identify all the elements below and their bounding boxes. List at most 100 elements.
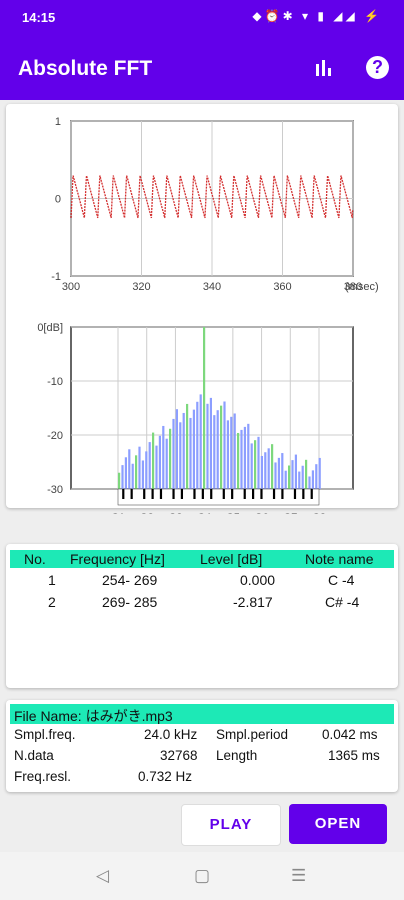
spectrum-bar: [213, 415, 216, 489]
piano-key: [231, 489, 234, 499]
open-button[interactable]: OPEN: [289, 804, 387, 844]
row-level: -2.817: [233, 594, 273, 610]
spectrum-bar: [250, 443, 253, 489]
spectrum-bar: [220, 405, 223, 489]
spectrum-bar: [182, 412, 185, 489]
header-frequency: Frequency [Hz]: [70, 551, 165, 567]
spectrum-bar: [203, 327, 206, 489]
spectrum-bar: [169, 428, 172, 489]
row-no: 2: [48, 594, 56, 610]
x-tick-label: 300: [62, 281, 80, 293]
spectrum-bar: [186, 403, 189, 489]
bar-chart-icon[interactable]: [313, 58, 335, 78]
piano-key: [122, 489, 125, 499]
spectrum-bar: [189, 417, 192, 489]
spectrum-chart: 0[dB] -10 -20 -30 C1 C2 C3 C4 C5 C6 C7 C8: [37, 322, 354, 514]
note-tick-label: C8: [312, 512, 326, 514]
peak-table: No. Frequency [Hz] Level [dB] Note name …: [6, 544, 398, 688]
spectrum-bar: [192, 409, 195, 489]
smpl-freq-value: 24.0 kHz: [144, 727, 198, 742]
table-row[interactable]: 1 254- 269 0.000 C -4: [10, 570, 394, 592]
file-info-card: File Name: はみがき.mp3 Smpl.freq. 24.0 kHz …: [6, 700, 398, 792]
y-tick-label: -30: [47, 484, 63, 496]
back-nav-icon[interactable]: ◁: [96, 866, 110, 885]
y-tick-label: 0: [55, 194, 61, 206]
freq-resl-value: 0.732 Hz: [138, 769, 193, 784]
piano-key: [302, 489, 305, 499]
table-row[interactable]: 2 269- 285 -2.817 C# -4: [10, 592, 394, 614]
row-level: 0.000: [240, 572, 276, 588]
piano-key: [151, 489, 154, 499]
home-nav-icon[interactable]: ▢: [194, 866, 211, 885]
y-tick-label: 0[dB]: [37, 322, 63, 334]
row-note: C -4: [328, 572, 355, 588]
piano-key: [222, 489, 225, 499]
note-tick-label: C1: [111, 512, 125, 514]
table-header: No. Frequency [Hz] Level [dB] Note name: [10, 550, 394, 568]
spectrum-bar: [274, 462, 277, 489]
spectrum-bar: [260, 455, 263, 489]
spectrum-bar: [305, 459, 308, 489]
piano-key: [193, 489, 196, 499]
piano-key: [252, 489, 255, 499]
note-tick-label: C3: [168, 512, 182, 514]
waveform-chart: 300 320 340 360 380 1 0 -1 (msec): [51, 116, 378, 293]
spectrum-bar: [121, 465, 124, 489]
spectrum-bar: [216, 410, 219, 489]
spectrum-bar: [243, 426, 246, 489]
row-frequency: 254- 269: [102, 572, 158, 588]
ndata-label: N.data: [14, 748, 54, 763]
help-icon[interactable]: ?: [366, 56, 389, 79]
smpl-period-label: Smpl.period: [216, 727, 289, 742]
spectrum-bar: [281, 453, 284, 489]
spectrum-bar: [318, 457, 321, 489]
piano-key: [143, 489, 146, 499]
app-title: Absolute FFT: [18, 57, 153, 80]
header-note: Note name: [305, 551, 374, 567]
spectrum-bar: [135, 455, 138, 489]
spectrum-bar: [315, 464, 318, 489]
system-nav-bar: ◁ ▢ ☰: [0, 852, 404, 900]
menu-nav-icon[interactable]: ☰: [291, 866, 307, 885]
spectrum-bar: [308, 476, 311, 489]
piano-key: [159, 489, 163, 499]
spectrum-bar: [152, 432, 155, 489]
spectrum-bar: [254, 440, 257, 489]
spectrum-bar: [209, 397, 212, 489]
x-tick-label: 360: [273, 281, 291, 293]
spectrum-bar: [247, 423, 250, 489]
x-tick-label: 340: [203, 281, 221, 293]
spectrum-bar: [172, 418, 175, 489]
spectrum-bar: [175, 409, 178, 489]
spectrum-bar: [141, 460, 144, 489]
length-value: 1365 ms: [328, 748, 380, 763]
app-bar: Absolute FFT ?: [0, 36, 404, 100]
piano-key: [272, 489, 276, 499]
piano-key: [310, 489, 313, 499]
piano-key: [281, 489, 284, 499]
piano-key: [260, 489, 263, 499]
spectrum-bar: [267, 448, 270, 489]
spectrum-bar: [165, 438, 168, 489]
piano-key: [130, 489, 133, 499]
smpl-freq-label: Smpl.freq.: [14, 727, 76, 742]
spectrum-bar: [162, 425, 165, 489]
spectrum-bar: [237, 432, 240, 489]
spectrum-bar: [138, 446, 141, 489]
spectrum-bar: [124, 457, 127, 489]
spectrum-bar: [298, 471, 301, 489]
note-tick-label: C2: [140, 512, 154, 514]
status-time: 14:15: [22, 10, 56, 25]
play-button[interactable]: PLAY: [181, 804, 281, 846]
spectrum-bar: [199, 394, 202, 489]
piano-key: [172, 489, 175, 499]
file-name-bar: File Name: はみがき.mp3: [10, 704, 394, 724]
spectrum-bar: [271, 444, 274, 489]
piano-keyboard: [117, 488, 320, 506]
smpl-period-value: 0.042 ms: [322, 727, 378, 742]
length-label: Length: [216, 748, 258, 763]
note-tick-label: C4: [197, 512, 211, 514]
y-tick-label: -1: [51, 271, 61, 283]
piano-key: [201, 489, 204, 499]
spectrum-bar: [257, 436, 260, 489]
